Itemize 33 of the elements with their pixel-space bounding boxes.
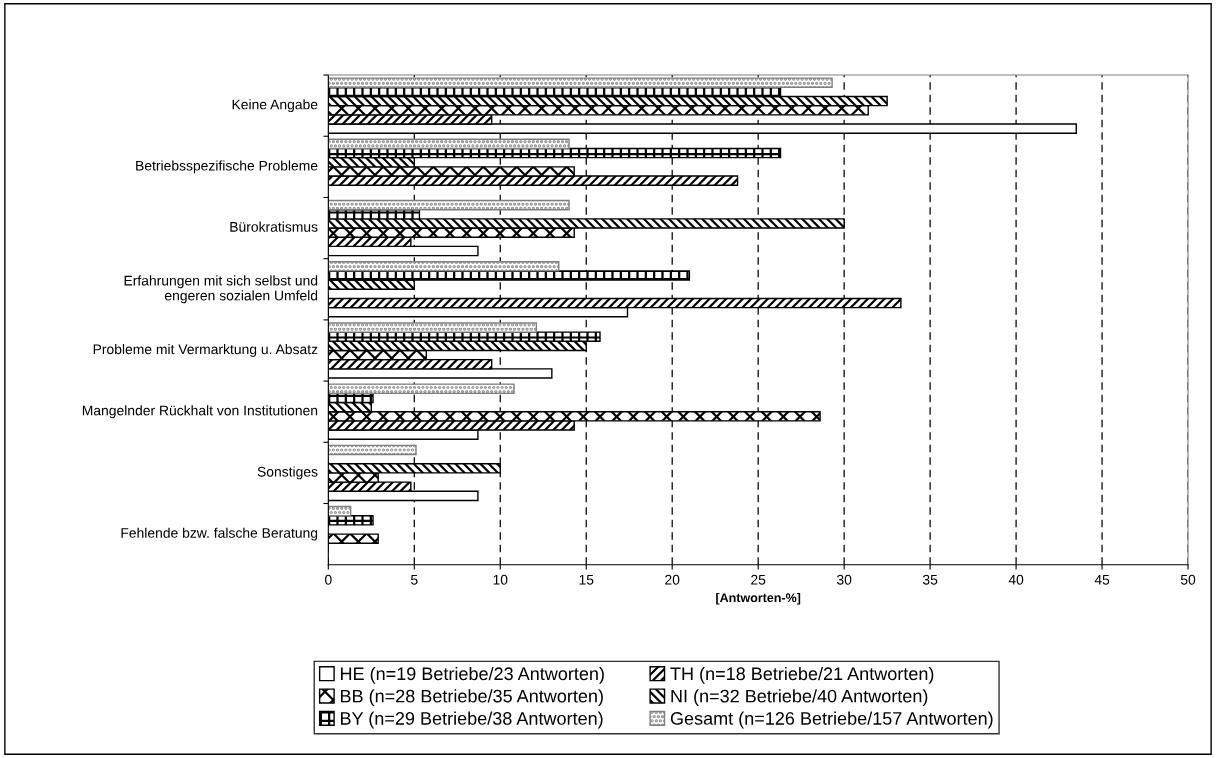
x-tick-label: 20 (665, 574, 680, 585)
bar (328, 505, 352, 517)
x-tick-label: 50 (1180, 574, 1196, 585)
y-tick-label: Keine Angabe (232, 99, 318, 113)
y-tick-label: Bürokratismus (230, 221, 318, 232)
legend-label: BY (n=29 Betriebe/38 Antworten) (340, 711, 603, 729)
y-tick-label: Betriebsspezifische Probleme (136, 160, 318, 174)
y-tick-label: Erfahrungen mit sich selbst und engeren sozialen Umfeld (124, 275, 318, 304)
y-tick-label: Probleme mit Vermarktung u. Absatz (93, 344, 318, 357)
y-tick-label: Fehlende bzw. falsche Beratung (121, 527, 318, 541)
legend-label: BB (n=28 Betriebe/35 Antworten) (340, 689, 603, 707)
legend-label: NI (n=32 Betriebe/40 Antworten) (671, 689, 928, 707)
x-tick-label: 45 (1094, 574, 1110, 585)
legend-label: TH (n=18 Betriebe/21 Antworten) (670, 666, 934, 684)
x-tick-label: 5 (410, 574, 418, 585)
bar (328, 322, 538, 333)
y-tick-label: Mangelnder Rückhalt von Institutionen (82, 405, 318, 419)
bar (328, 383, 515, 395)
bar (328, 444, 417, 456)
x-tick-label: 25 (751, 574, 766, 585)
bar (328, 261, 560, 272)
bar (328, 199, 570, 211)
bar (328, 138, 570, 150)
legend-label: Gesamt (n=126 Betriebe/157 Antworten) (670, 711, 993, 729)
x-tick-label: 15 (579, 574, 594, 585)
x-tick-label: 30 (836, 574, 852, 585)
x-axis-title: [Antworten-%] (716, 592, 801, 605)
x-tick-label: 35 (922, 574, 938, 585)
x-tick-label: 10 (493, 574, 508, 585)
legend-label: HE (n=19 Betriebe/23 Antworten) (340, 666, 604, 684)
x-tick-label: 0 (325, 574, 332, 585)
x-tick-label: 40 (1008, 574, 1024, 585)
y-tick-label: Sonstiges (257, 466, 318, 480)
